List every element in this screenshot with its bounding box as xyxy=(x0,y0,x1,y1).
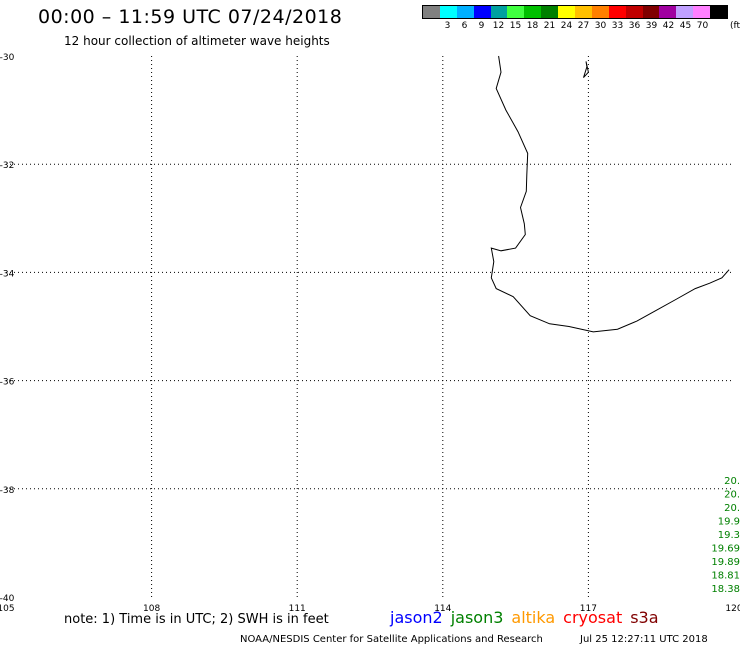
legend-item-jason3: jason3 xyxy=(450,608,504,627)
legend-item-s3a: s3a xyxy=(630,608,659,627)
track-wave-height-label: 19.69 xyxy=(711,544,740,555)
map-subtitle: 12 hour collection of altimeter wave hei… xyxy=(64,34,330,48)
colorbar-swatch xyxy=(507,6,525,18)
colorbar-label: 9 xyxy=(478,21,485,31)
lon-tick-label: 117 xyxy=(580,604,597,614)
colorbar-swatch xyxy=(659,6,677,18)
colorbar-swatch xyxy=(693,6,711,18)
colorbar-label: 30 xyxy=(594,21,607,31)
wave-height-colorbar xyxy=(422,5,728,19)
colorbar-label: 33 xyxy=(611,21,624,31)
colorbar-unit: (ft) xyxy=(730,21,740,31)
lat-tick-label: -30 xyxy=(0,53,15,63)
track-wave-height-label: 20. xyxy=(724,503,740,514)
island-outline xyxy=(583,61,589,78)
colorbar-label: 36 xyxy=(628,21,641,31)
lon-tick-label: 120 xyxy=(725,604,740,614)
footnote: note: 1) Time is in UTC; 2) SWH is in fe… xyxy=(64,612,329,627)
lat-tick-label: -34 xyxy=(0,269,15,279)
colorbar-swatch xyxy=(591,6,609,18)
colorbar-swatch xyxy=(439,6,457,18)
colorbar-swatch xyxy=(642,6,660,18)
track-wave-height-label: 20. xyxy=(724,490,740,501)
track-wave-height-label: 19.9 xyxy=(718,517,740,528)
legend-item-altika: altika xyxy=(511,608,556,627)
colorbar-swatch xyxy=(524,6,542,18)
colorbar-label: 15 xyxy=(509,21,522,31)
colorbar-label: 21 xyxy=(543,21,556,31)
colorbar-swatch xyxy=(608,6,626,18)
colorbar-label: 42 xyxy=(662,21,675,31)
lat-tick-label: -32 xyxy=(0,161,14,171)
colorbar-label: 12 xyxy=(492,21,505,31)
colorbar-swatch xyxy=(541,6,559,18)
colorbar-swatch xyxy=(558,6,576,18)
legend-item-jason2: jason2 xyxy=(390,608,443,627)
colorbar-swatch xyxy=(575,6,592,18)
colorbar-label: 3 xyxy=(444,21,451,31)
track-wave-height-label: 18.81 xyxy=(711,571,740,582)
colorbar-swatch xyxy=(710,6,728,18)
legend-item-cryosat: cryosat xyxy=(563,608,623,627)
colorbar-label: 24 xyxy=(560,21,573,31)
colorbar-swatch xyxy=(676,6,694,18)
footer-organization: NOAA/NESDIS Center for Satellite Applica… xyxy=(240,634,543,645)
colorbar-label: 27 xyxy=(577,21,590,31)
colorbar-swatch xyxy=(456,6,474,18)
colorbar-swatch xyxy=(625,6,643,18)
track-wave-height-label: 18.38 xyxy=(711,584,740,595)
colorbar-label: 45 xyxy=(679,21,692,31)
lon-tick-label: 114 xyxy=(434,604,451,614)
map-title: 00:00 – 11:59 UTC 07/24/2018 xyxy=(38,6,343,28)
lat-tick-label: -38 xyxy=(0,486,15,496)
lon-tick-label: 111 xyxy=(289,604,306,614)
track-wave-height-label: 20. xyxy=(724,476,740,487)
track-wave-height-label: 19.3 xyxy=(718,530,740,541)
track-wave-height-label: 19.89 xyxy=(711,557,740,568)
lon-tick-label: 105 xyxy=(0,604,15,614)
colorbar-label: 6 xyxy=(461,21,468,31)
coastline xyxy=(490,55,730,333)
colorbar-swatch xyxy=(473,6,491,18)
colorbar-labels: 3 6 9 12 15 18 21 24 27 30 33 36 39 42 45 70 xyxy=(422,21,728,33)
colorbar-swatch xyxy=(423,6,440,18)
colorbar-label: 39 xyxy=(645,21,658,31)
colorbar-swatch xyxy=(490,6,508,18)
colorbar-label: 70 xyxy=(696,21,709,31)
lat-tick-label: -40 xyxy=(0,594,15,604)
colorbar-label: 18 xyxy=(526,21,539,31)
footer-timestamp: Jul 25 12:27:11 UTC 2018 xyxy=(580,634,708,645)
lat-tick-label: -36 xyxy=(0,378,15,388)
satellite-legend: jason2 jason3 altika cryosat s3a xyxy=(390,608,667,627)
lon-tick-label: 108 xyxy=(143,604,160,614)
